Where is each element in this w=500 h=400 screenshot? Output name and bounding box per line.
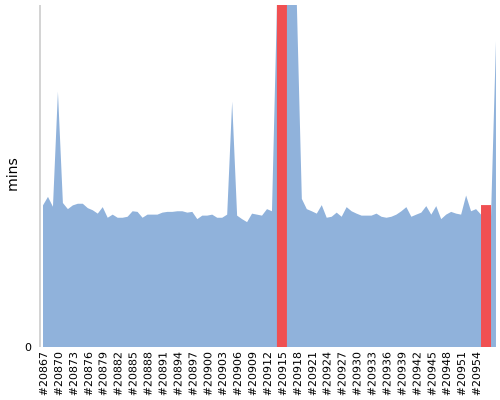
x-tick-label: #20918 xyxy=(291,352,304,396)
y-tick-label-0: 0 xyxy=(25,341,32,354)
x-tick-label: #20924 xyxy=(321,352,334,396)
x-tick-label: #20942 xyxy=(410,352,423,396)
x-tick-label: #20930 xyxy=(351,352,364,396)
x-tick-label: #20891 xyxy=(156,352,169,396)
series-area xyxy=(43,5,496,347)
x-tick-label: #20951 xyxy=(455,352,468,396)
x-tick-label: #20876 xyxy=(82,352,95,396)
x-tick-label: #20903 xyxy=(216,352,229,396)
failed-build-marker xyxy=(481,205,492,347)
x-tick-label: #20879 xyxy=(97,352,110,396)
failed-build-layer xyxy=(276,5,492,347)
x-tick-label: #20885 xyxy=(127,352,140,396)
x-tick-label: #20921 xyxy=(306,352,319,396)
x-tick-label: #20933 xyxy=(366,352,379,396)
y-axis-title: mins xyxy=(5,158,21,192)
x-tick-label: #20900 xyxy=(201,352,214,396)
x-tick-label: #20870 xyxy=(52,352,65,396)
x-tick-label: #20936 xyxy=(380,352,393,396)
x-tick-label: #20888 xyxy=(142,352,155,396)
x-tick-label: #20954 xyxy=(470,352,483,396)
x-tick-label: #20927 xyxy=(336,352,349,396)
series-area-layer xyxy=(43,5,496,347)
x-tick-label: #20894 xyxy=(171,352,184,396)
x-tick-label: #20912 xyxy=(261,352,274,396)
x-tick-label: #20882 xyxy=(112,352,125,396)
failed-build-marker xyxy=(276,5,287,347)
x-tick-label: #20909 xyxy=(246,352,259,396)
x-tick-label: #20948 xyxy=(440,352,453,396)
x-tick-label: #20897 xyxy=(186,352,199,396)
x-tick-label: #20945 xyxy=(425,352,438,396)
x-tick-label: #20873 xyxy=(67,352,80,396)
x-tick-label: #20867 xyxy=(37,352,50,396)
x-tick-labels: #20867 #20870 #20873 #20876 #20879 #20882 #208… xyxy=(37,352,483,396)
x-tick-label: #20906 xyxy=(231,352,244,396)
x-tick-label: #20915 xyxy=(276,352,289,396)
x-tick-label: #20939 xyxy=(395,352,408,396)
